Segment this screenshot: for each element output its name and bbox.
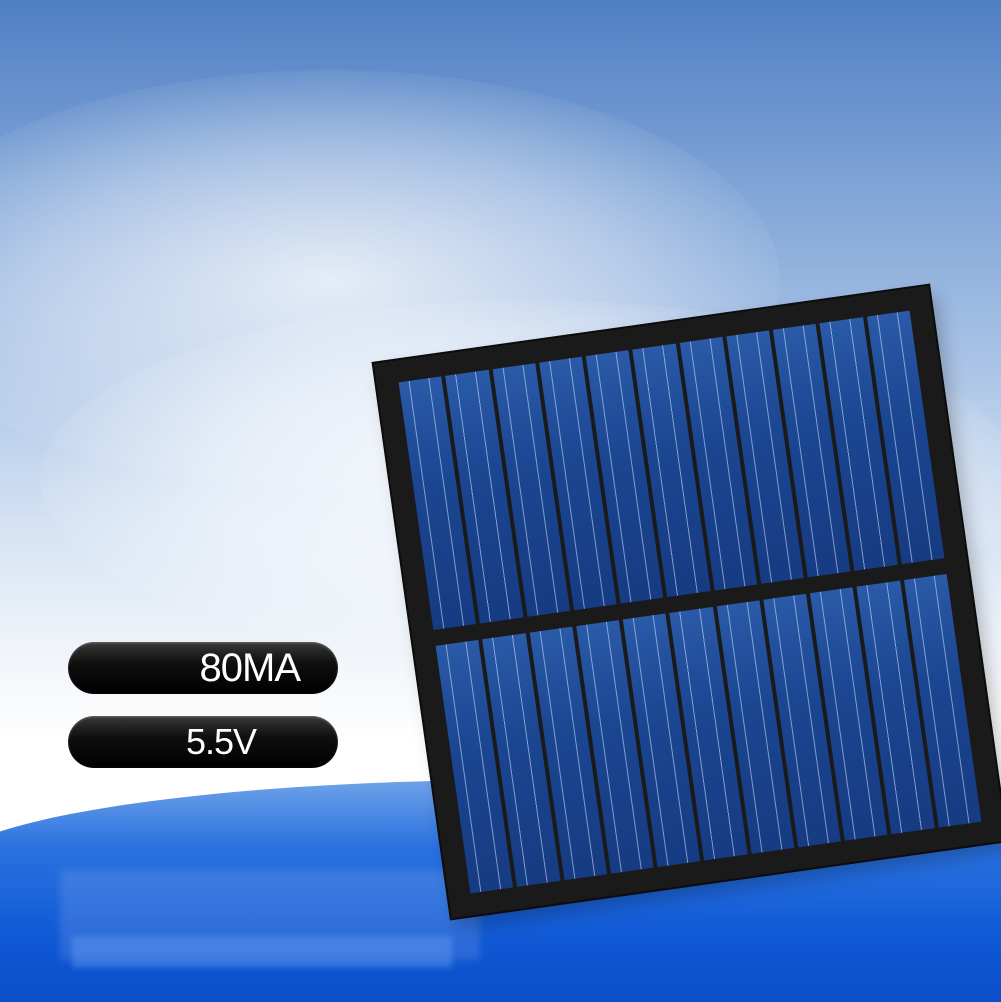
- voltage-rating-text: 5.5V: [185, 721, 257, 762]
- solar-cell-grid: [398, 310, 982, 894]
- voltage-rating-badge: 5.5V: [68, 716, 338, 768]
- blurred-label-strip: [72, 936, 452, 968]
- solar-cell-row-bottom: [435, 574, 982, 894]
- solar-cell-row-top: [398, 310, 945, 630]
- solar-panel: [373, 285, 1001, 919]
- current-rating-text: 80MA: [199, 646, 301, 690]
- wave-highlight: [60, 870, 480, 960]
- current-rating-badge: 80MA: [68, 642, 338, 694]
